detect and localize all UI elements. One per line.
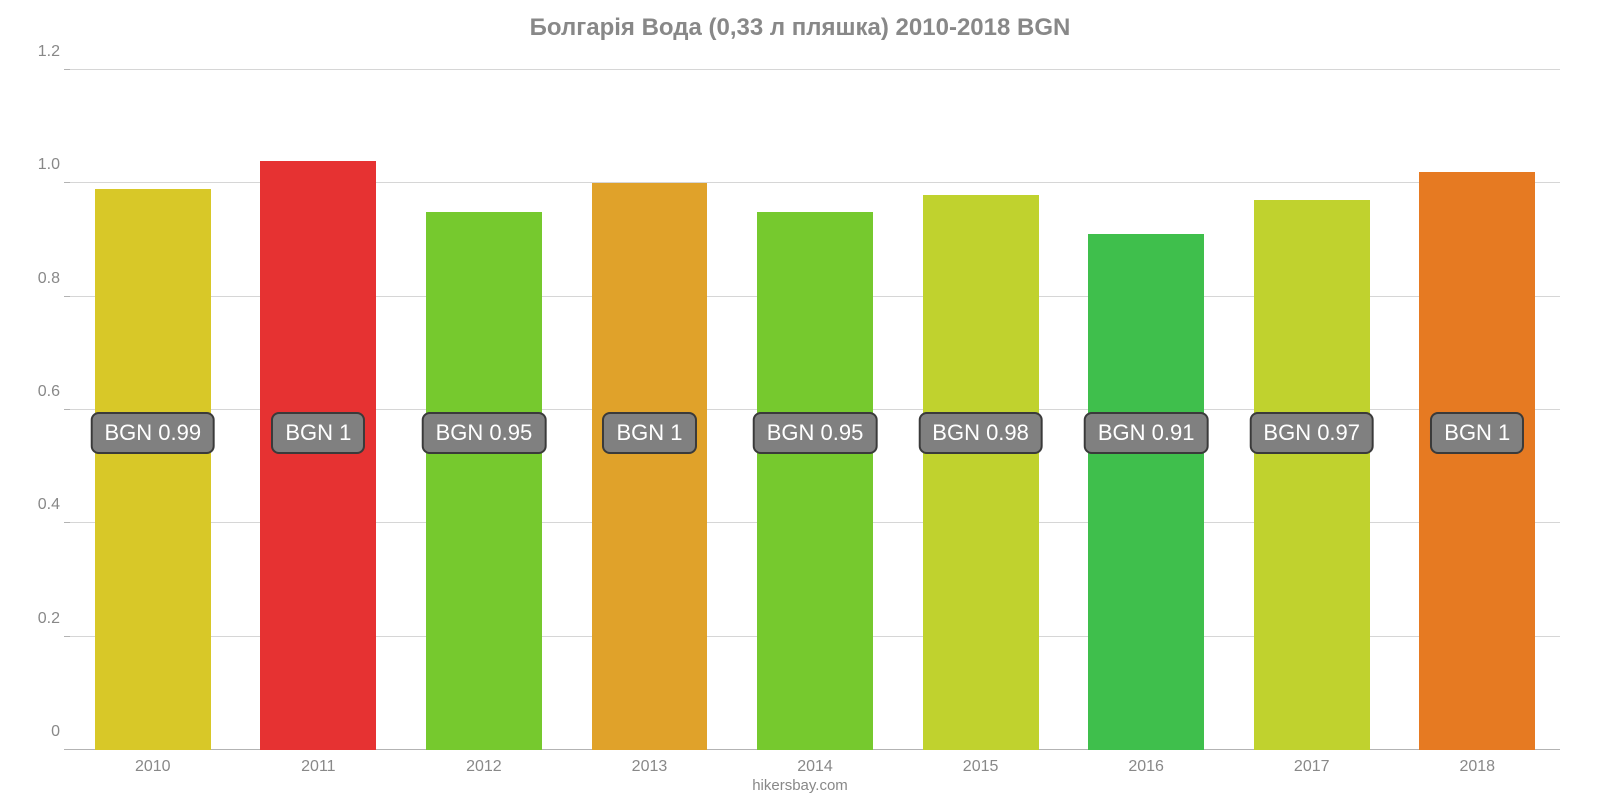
plot-area: BGN 0.992010BGN 12011BGN 0.952012BGN 120… (70, 70, 1560, 750)
xtick-label: 2011 (301, 750, 335, 776)
bar (1419, 172, 1535, 750)
bar (95, 189, 211, 750)
xtick-label: 2010 (135, 750, 171, 776)
bar-value-label: BGN 0.95 (422, 412, 547, 454)
bar (923, 195, 1039, 750)
bar (260, 161, 376, 750)
bar-slot: BGN 0.952012 (401, 70, 567, 750)
ytick-mark (64, 522, 70, 523)
bar (592, 183, 708, 750)
bar-slot: BGN 12018 (1395, 70, 1561, 750)
bar-value-label: BGN 0.95 (753, 412, 878, 454)
ytick-label: 0.2 (38, 610, 70, 628)
source-label: hikersbay.com (752, 777, 848, 794)
xtick-label: 2012 (466, 750, 502, 776)
bar-slot: BGN 12011 (236, 70, 402, 750)
bar-value-label: BGN 1 (1430, 412, 1524, 454)
bar (757, 212, 873, 750)
bar-slot: BGN 12013 (567, 70, 733, 750)
xtick-label: 2016 (1128, 750, 1164, 776)
bar-value-label: BGN 0.98 (918, 412, 1043, 454)
xtick-label: 2015 (963, 750, 999, 776)
bar-slot: BGN 0.982015 (898, 70, 1064, 750)
bars-group: BGN 0.992010BGN 12011BGN 0.952012BGN 120… (70, 70, 1560, 750)
bar-value-label: BGN 0.97 (1249, 412, 1374, 454)
bar-slot: BGN 0.992010 (70, 70, 236, 750)
ytick-label: 0.6 (38, 383, 70, 401)
chart-container: Болгарія Вода (0,33 л пляшка) 2010-2018 … (0, 0, 1600, 800)
ytick-mark (64, 69, 70, 70)
ytick-mark (64, 182, 70, 183)
ytick-label: 1.0 (38, 156, 70, 174)
bar-value-label: BGN 0.99 (90, 412, 215, 454)
bar-value-label: BGN 0.91 (1084, 412, 1209, 454)
ytick-label: 0.8 (38, 270, 70, 288)
ytick-label: 0 (51, 723, 70, 741)
ytick-mark (64, 296, 70, 297)
bar-slot: BGN 0.972017 (1229, 70, 1395, 750)
ytick-label: 0.4 (38, 496, 70, 514)
bar-slot: BGN 0.952014 (732, 70, 898, 750)
xtick-label: 2014 (797, 750, 833, 776)
xtick-label: 2013 (632, 750, 668, 776)
xtick-label: 2018 (1459, 750, 1495, 776)
ytick-mark (64, 636, 70, 637)
bar-value-label: BGN 1 (271, 412, 365, 454)
ytick-mark (64, 749, 70, 750)
bar-slot: BGN 0.912016 (1063, 70, 1229, 750)
bar (1254, 200, 1370, 750)
xtick-label: 2017 (1294, 750, 1330, 776)
chart-title: Болгарія Вода (0,33 л пляшка) 2010-2018 … (0, 0, 1600, 42)
ytick-label: 1.2 (38, 43, 70, 61)
bar (1088, 234, 1204, 750)
bar (426, 212, 542, 750)
bar-value-label: BGN 1 (602, 412, 696, 454)
ytick-mark (64, 409, 70, 410)
